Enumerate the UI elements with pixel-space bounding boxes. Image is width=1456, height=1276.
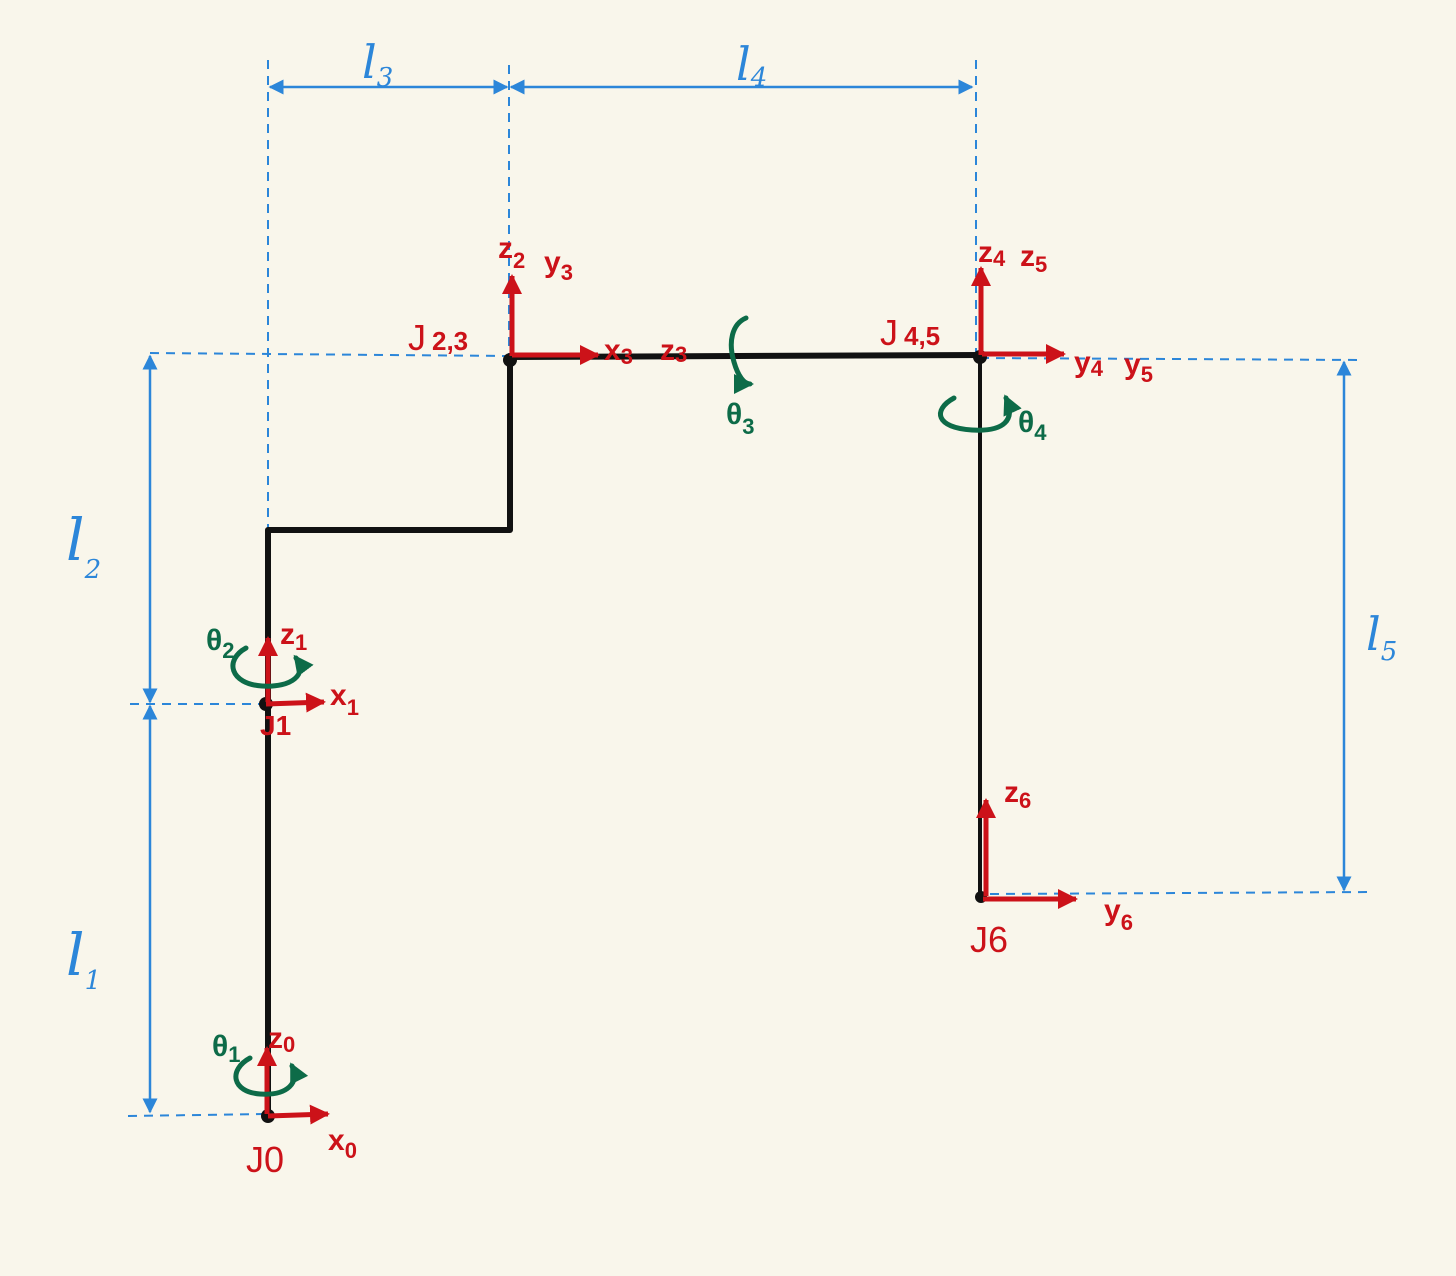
dim-label-l4: l4 <box>736 37 767 93</box>
link-chain-base-to-j45 <box>265 352 983 1117</box>
axis-label-z6: z6 <box>1004 776 1031 813</box>
dim-label-l2: l2 <box>66 506 101 585</box>
joint-label-j6: J6 <box>970 919 1008 960</box>
dimension-arrows <box>142 79 1352 1114</box>
axis-label-z2: z2 <box>498 232 525 273</box>
ref-horizontal-j0 <box>127 1113 269 1117</box>
rotation-arc-theta4 <box>938 394 1022 433</box>
axis-label-x3: x3 <box>604 334 633 369</box>
dim-label-l5: l5 <box>1366 607 1397 667</box>
ref-horizontal-j6 <box>989 891 1371 895</box>
rotation-label-theta1: θ1 <box>212 1030 240 1067</box>
axis-label-z0: z0 <box>268 1022 295 1057</box>
joint-label-j0: J0 <box>246 1139 284 1180</box>
dim-label-l1: l1 <box>66 921 101 996</box>
rotation-arcs <box>230 315 1022 1097</box>
ref-horizontal-j45 <box>979 357 1361 361</box>
axis-label-y3: y3 <box>544 246 573 285</box>
rotation-label-theta3: θ3 <box>726 398 754 439</box>
axis-label-y5: y5 <box>1124 348 1153 387</box>
rotation-arc-theta2 <box>230 645 314 689</box>
joint-dots <box>259 350 987 1123</box>
axis-label-x1: x1 <box>330 679 359 720</box>
rotation-label-theta2: θ2 <box>206 624 234 663</box>
axis-label-x0: x0 <box>328 1124 357 1163</box>
coordinate-axes <box>257 266 1078 1125</box>
dim-label-l3: l3 <box>362 35 393 93</box>
reference-lines <box>127 60 1371 1117</box>
rotation-label-theta4: θ4 <box>1018 406 1047 445</box>
joint-label-j1: J1 <box>260 710 291 741</box>
axis-label-z1: z1 <box>280 618 307 655</box>
axis-label-y4: y4 <box>1074 346 1104 381</box>
joint-label-j23: J 2,3 <box>408 317 468 358</box>
joint-label-j45: J 4,5 <box>880 312 940 353</box>
ref-horizontal-top <box>149 352 510 357</box>
axis-label-z5: z5 <box>1020 240 1047 277</box>
axis-x1-arrow <box>265 692 326 713</box>
axis-label-z3: z3 <box>660 334 687 367</box>
axis-x0-arrow <box>267 1104 330 1125</box>
axis-label-y6: y6 <box>1104 894 1133 935</box>
rotation-arc-theta1 <box>233 1055 309 1097</box>
robot-links <box>265 352 983 1117</box>
axis-label-z4: z4 <box>978 236 1006 271</box>
rotation-arc-theta3 <box>728 315 754 394</box>
